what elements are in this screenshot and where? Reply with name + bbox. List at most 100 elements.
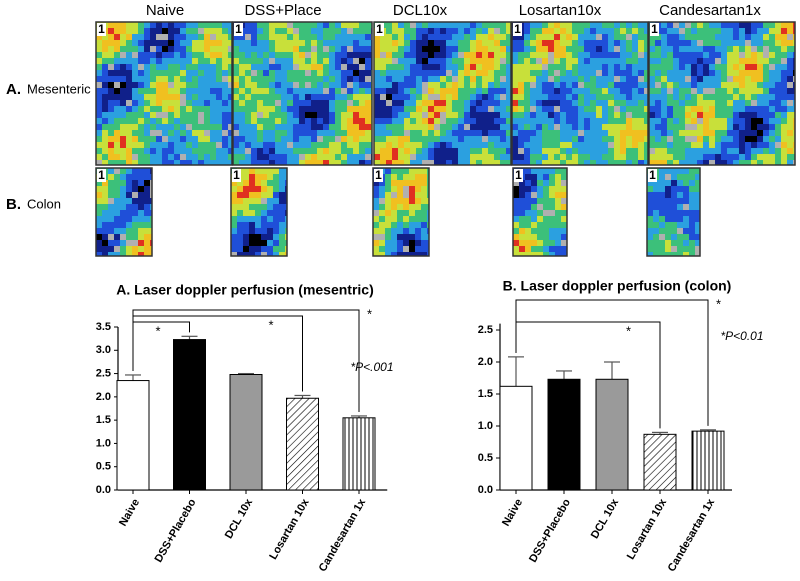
heat-cell <box>427 246 429 252</box>
heat-cell <box>132 28 138 34</box>
heat-cell <box>679 124 685 130</box>
heat-cell <box>311 64 317 70</box>
heat-cell <box>263 106 269 112</box>
heat-cell <box>665 210 671 216</box>
heat-cell <box>685 22 691 28</box>
heat-cell <box>233 106 239 112</box>
heat-cell <box>216 124 222 130</box>
heat-cell <box>275 154 281 160</box>
heat-cell <box>727 124 733 130</box>
heat-cell <box>222 58 228 64</box>
heat-cell <box>210 46 216 52</box>
heat-cell <box>180 136 186 142</box>
heat-cell <box>108 124 114 130</box>
heat-cell <box>257 142 263 148</box>
heat-cell <box>404 40 410 46</box>
heat-cell <box>281 64 287 70</box>
heat-cell <box>665 240 671 246</box>
heat-cell <box>524 112 530 118</box>
heat-cell <box>549 168 555 174</box>
heat-cell <box>476 136 482 142</box>
heat-cell <box>311 52 317 58</box>
heat-cell <box>470 52 476 58</box>
heat-cell <box>482 136 488 142</box>
heat-cell <box>251 118 257 124</box>
heat-cell <box>787 58 793 64</box>
heat-cell <box>524 118 530 124</box>
heat-cell <box>353 124 359 130</box>
heat-cell <box>518 136 524 142</box>
heat-cell <box>614 22 620 28</box>
heat-cell <box>403 216 409 222</box>
heat-cell <box>311 58 317 64</box>
heat-cell <box>620 112 626 118</box>
heat-cell <box>531 198 537 204</box>
heat-cell <box>679 106 685 112</box>
heat-cell <box>186 58 192 64</box>
heat-cell <box>329 82 335 88</box>
heat-cell <box>524 82 530 88</box>
heat-cell <box>168 142 174 148</box>
heat-cell <box>793 142 795 148</box>
heat-cell <box>428 88 434 94</box>
heat-cell <box>228 118 232 124</box>
heat-cell <box>385 252 391 256</box>
heat-cell <box>590 82 596 88</box>
heat-cell <box>96 82 102 88</box>
heat-cell <box>132 228 138 234</box>
heat-cell <box>452 112 458 118</box>
heat-cell <box>261 222 267 228</box>
heat-cell <box>530 40 536 46</box>
heat-cell <box>590 124 596 130</box>
heat-cell <box>391 186 397 192</box>
heat-cell <box>644 58 648 64</box>
heat-cell <box>108 174 114 180</box>
heat-cell <box>335 88 341 94</box>
heat-cell <box>578 118 584 124</box>
heat-cell <box>180 28 186 34</box>
heat-cell <box>287 34 293 40</box>
heat-cell <box>311 142 317 148</box>
heat-cell <box>500 88 506 94</box>
heat-cell <box>697 106 703 112</box>
heat-cell <box>317 58 323 64</box>
heat-cell <box>464 112 470 118</box>
heat-cell <box>132 180 138 186</box>
y-tick-label: 1.5 <box>96 414 111 426</box>
heat-cell <box>745 22 751 28</box>
heat-cell <box>548 40 554 46</box>
heat-cell <box>120 64 126 70</box>
heat-cell <box>281 124 287 130</box>
heat-cell <box>293 142 299 148</box>
heat-cell <box>245 70 251 76</box>
heat-cell <box>733 46 739 52</box>
heat-cell <box>198 154 204 160</box>
heat-cell <box>793 82 795 88</box>
heat-cell <box>180 142 186 148</box>
heat-cell <box>733 148 739 154</box>
heat-cell <box>305 40 311 46</box>
heat-cell <box>287 154 293 160</box>
heat-cell <box>458 100 464 106</box>
heat-cell <box>721 28 727 34</box>
heat-cell <box>150 100 156 106</box>
heat-cell <box>608 70 614 76</box>
heat-cell <box>102 154 108 160</box>
heat-cell <box>323 76 329 82</box>
heat-cell <box>536 40 542 46</box>
heat-cell <box>655 70 661 76</box>
heat-cell <box>293 76 299 82</box>
heat-cell <box>108 106 114 112</box>
heat-cell <box>416 112 422 118</box>
heat-cell <box>452 142 458 148</box>
heat-cell <box>653 222 659 228</box>
heat-cell <box>353 22 359 28</box>
heat-cell <box>519 246 525 252</box>
heat-cell <box>374 70 380 76</box>
heat-cell <box>144 186 150 192</box>
heat-cell <box>715 94 721 100</box>
heat-cell <box>644 160 648 165</box>
heat-cell <box>323 88 329 94</box>
heat-cell <box>281 88 287 94</box>
heat-cell <box>530 52 536 58</box>
